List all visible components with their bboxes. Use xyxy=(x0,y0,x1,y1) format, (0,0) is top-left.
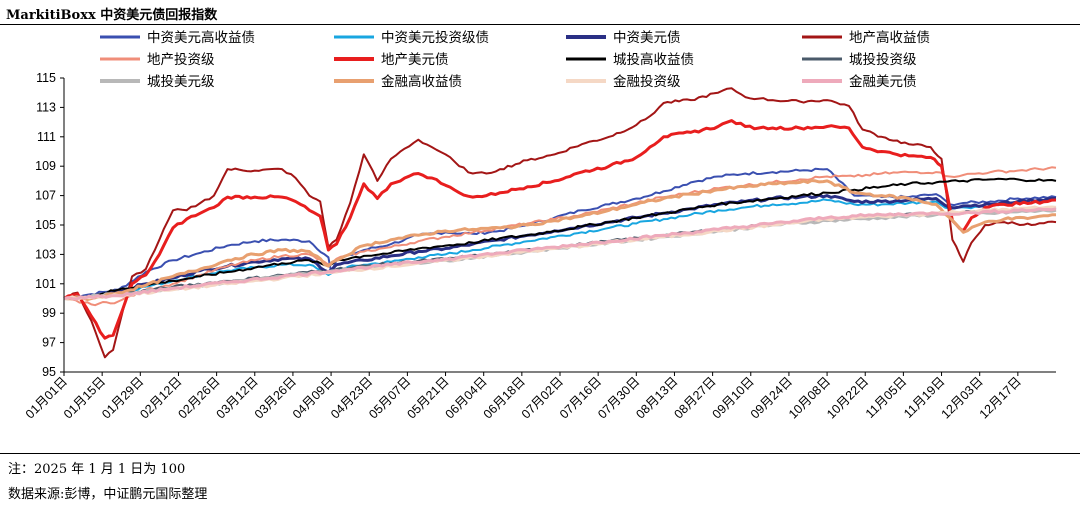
y-tick-label: 97 xyxy=(42,336,56,350)
y-tick-label: 113 xyxy=(36,100,56,114)
legend-label-5: 地产美元债 xyxy=(381,52,449,68)
y-tick-label: 103 xyxy=(35,247,56,261)
y-tick-label: 115 xyxy=(36,71,56,85)
series-line-11 xyxy=(63,207,1057,301)
series-line-6 xyxy=(63,177,1057,300)
legend-label-3: 地产高收益债 xyxy=(849,29,930,46)
y-tick-label: 99 xyxy=(42,306,56,320)
series-line-9 xyxy=(63,179,1057,302)
x-tick-label: 12月17日 xyxy=(977,374,1024,421)
axes: 95979910110310510710911111311501月01日01月1… xyxy=(23,71,1056,421)
bottom-rule xyxy=(0,453,1080,454)
legend-label-4: 地产投资级 xyxy=(147,52,215,68)
legend-label-1: 中资美元投资级债 xyxy=(381,30,489,46)
legend-label-2: 中资美元债 xyxy=(613,30,681,46)
chart-note: 注：2025 年 1 月 1 日为 100 xyxy=(8,462,186,477)
page-title: MarkitiBoxx 中资美元债回报指数 xyxy=(6,8,218,23)
y-tick-label: 111 xyxy=(37,130,56,144)
data-source: 数据来源:彭博，中证鹏元国际整理 xyxy=(8,487,208,502)
plot-area xyxy=(63,87,1057,359)
legend-label-10: 金融投资级 xyxy=(613,74,681,90)
legend-label-6: 城投高收益债 xyxy=(613,51,694,68)
top-rule xyxy=(0,24,1080,25)
x-tick-label: 10月22日 xyxy=(824,374,871,421)
y-tick-label: 101 xyxy=(35,277,56,291)
series-line-3 xyxy=(63,87,1057,359)
legend-label-11: 金融美元债 xyxy=(849,74,917,90)
legend-label-0: 中资美元高收益债 xyxy=(147,29,255,46)
y-tick-label: 105 xyxy=(35,218,56,232)
series-line-0 xyxy=(63,167,1057,300)
y-tick-label: 107 xyxy=(35,189,56,203)
series-line-1 xyxy=(63,198,1057,300)
legend-label-8: 城投美元级 xyxy=(147,74,215,90)
series-line-4 xyxy=(63,166,1057,307)
series-line-5 xyxy=(63,119,1057,340)
y-tick-label: 109 xyxy=(35,159,56,173)
x-tick-label: 11月05日 xyxy=(863,374,910,421)
legend-label-7: 城投投资级 xyxy=(849,52,917,68)
legend-label-9: 金融高收益债 xyxy=(381,73,462,90)
y-tick-label: 95 xyxy=(42,365,56,379)
